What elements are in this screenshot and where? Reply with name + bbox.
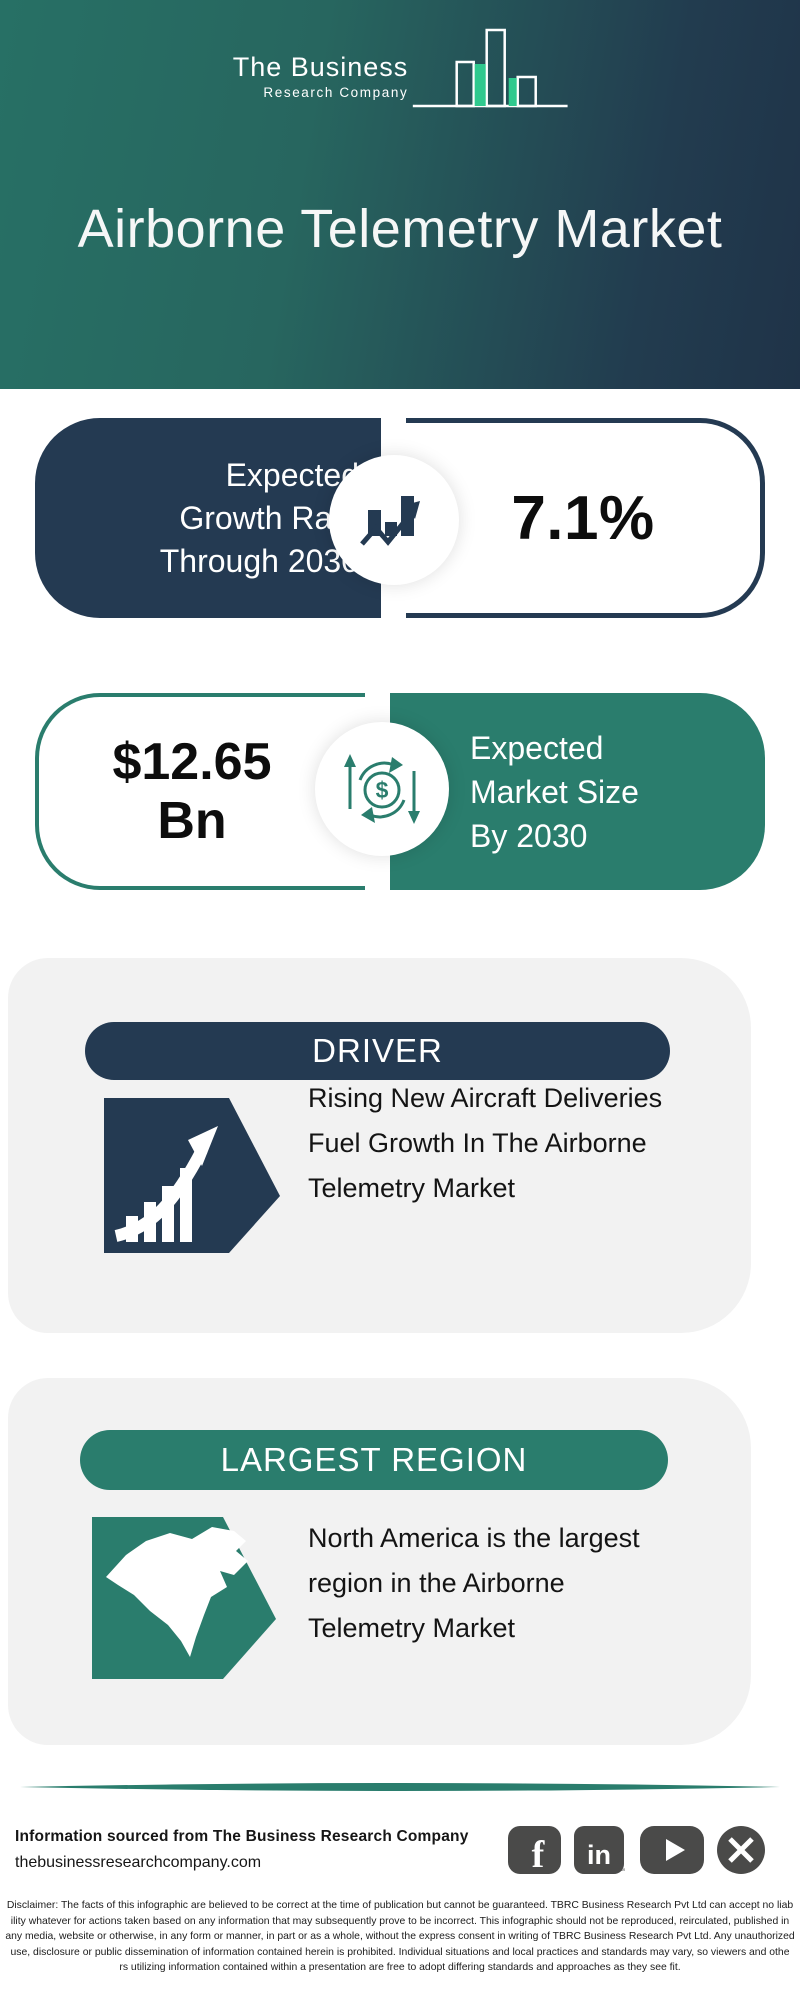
svg-text:™: ™ (618, 1868, 625, 1874)
x-twitter-icon[interactable] (717, 1826, 765, 1874)
source-text: Information sourced from The Business Re… (15, 1828, 469, 1845)
company-logo-text: The Business Research Company (233, 52, 409, 108)
svg-text:in: in (587, 1840, 611, 1870)
company-logo: The Business Research Company (233, 16, 568, 108)
market-size-label: Expected Market Size By 2030 (470, 729, 639, 854)
teal-divider (20, 1783, 780, 1791)
driver-heading: DRIVER (312, 1032, 443, 1069)
money-icon-circle: $ (315, 722, 449, 856)
growth-rate-value-panel: 7.1% (406, 418, 765, 618)
page-title: Airborne Telemetry Market (77, 199, 723, 259)
largest-region-section: LARGEST REGION North America is the larg… (8, 1378, 751, 1745)
logo-name-line2: Research Company (263, 85, 409, 100)
market-size-value-panel: $12.65 Bn (35, 693, 365, 890)
driver-description: Rising New Aircraft Deliveries Fuel Grow… (308, 1083, 663, 1203)
market-size-label-panel: Expected Market Size By 2030 (390, 693, 765, 890)
money-exchange-icon: $ (344, 754, 420, 824)
north-america-map-icon (92, 1517, 276, 1679)
footer: Information sourced from The Business Re… (0, 1826, 800, 1886)
bar-chart-growth-icon (360, 496, 420, 546)
header-banner: The Business Research Company Airborne T… (0, 0, 800, 389)
largest-region-description: North America is the largest region in t… (308, 1523, 640, 1643)
logo-name-line1: The Business (232, 52, 409, 82)
driver-heading-pill: DRIVER (85, 1022, 670, 1080)
social-icons: f in ™ (508, 1826, 765, 1874)
growth-rate-value: 7.1% (511, 483, 655, 553)
linkedin-icon[interactable]: in ™ (574, 1826, 627, 1874)
source-info: Information sourced from The Business Re… (15, 1828, 469, 1872)
youtube-icon[interactable] (640, 1826, 704, 1874)
svg-text:f: f (532, 1834, 546, 1874)
growth-arrow-badge-icon (104, 1098, 280, 1253)
body-content: Expected Growth Rate Through 2030 7.1% (0, 389, 800, 1745)
driver-section: DRIVER Rising New Aircraft Deliveries Fu… (8, 958, 751, 1333)
logo-bar-chart-icon (412, 28, 568, 108)
growth-rate-card: Expected Growth Rate Through 2030 7.1% (35, 418, 765, 618)
largest-region-heading-pill: LARGEST REGION (80, 1430, 668, 1490)
disclaimer-text: Disclaimer: The facts of this infographi… (5, 1900, 795, 1974)
facebook-icon[interactable]: f (508, 1826, 561, 1874)
market-size-value: $12.65 Bn (112, 732, 272, 850)
svg-text:$: $ (376, 777, 389, 803)
largest-region-heading: LARGEST REGION (220, 1441, 528, 1478)
website-url[interactable]: thebusinessresearchcompany.com (15, 1854, 262, 1871)
growth-icon-circle (329, 455, 459, 585)
market-size-card: $12.65 Bn Expected Market Size By 2030 (35, 693, 765, 890)
